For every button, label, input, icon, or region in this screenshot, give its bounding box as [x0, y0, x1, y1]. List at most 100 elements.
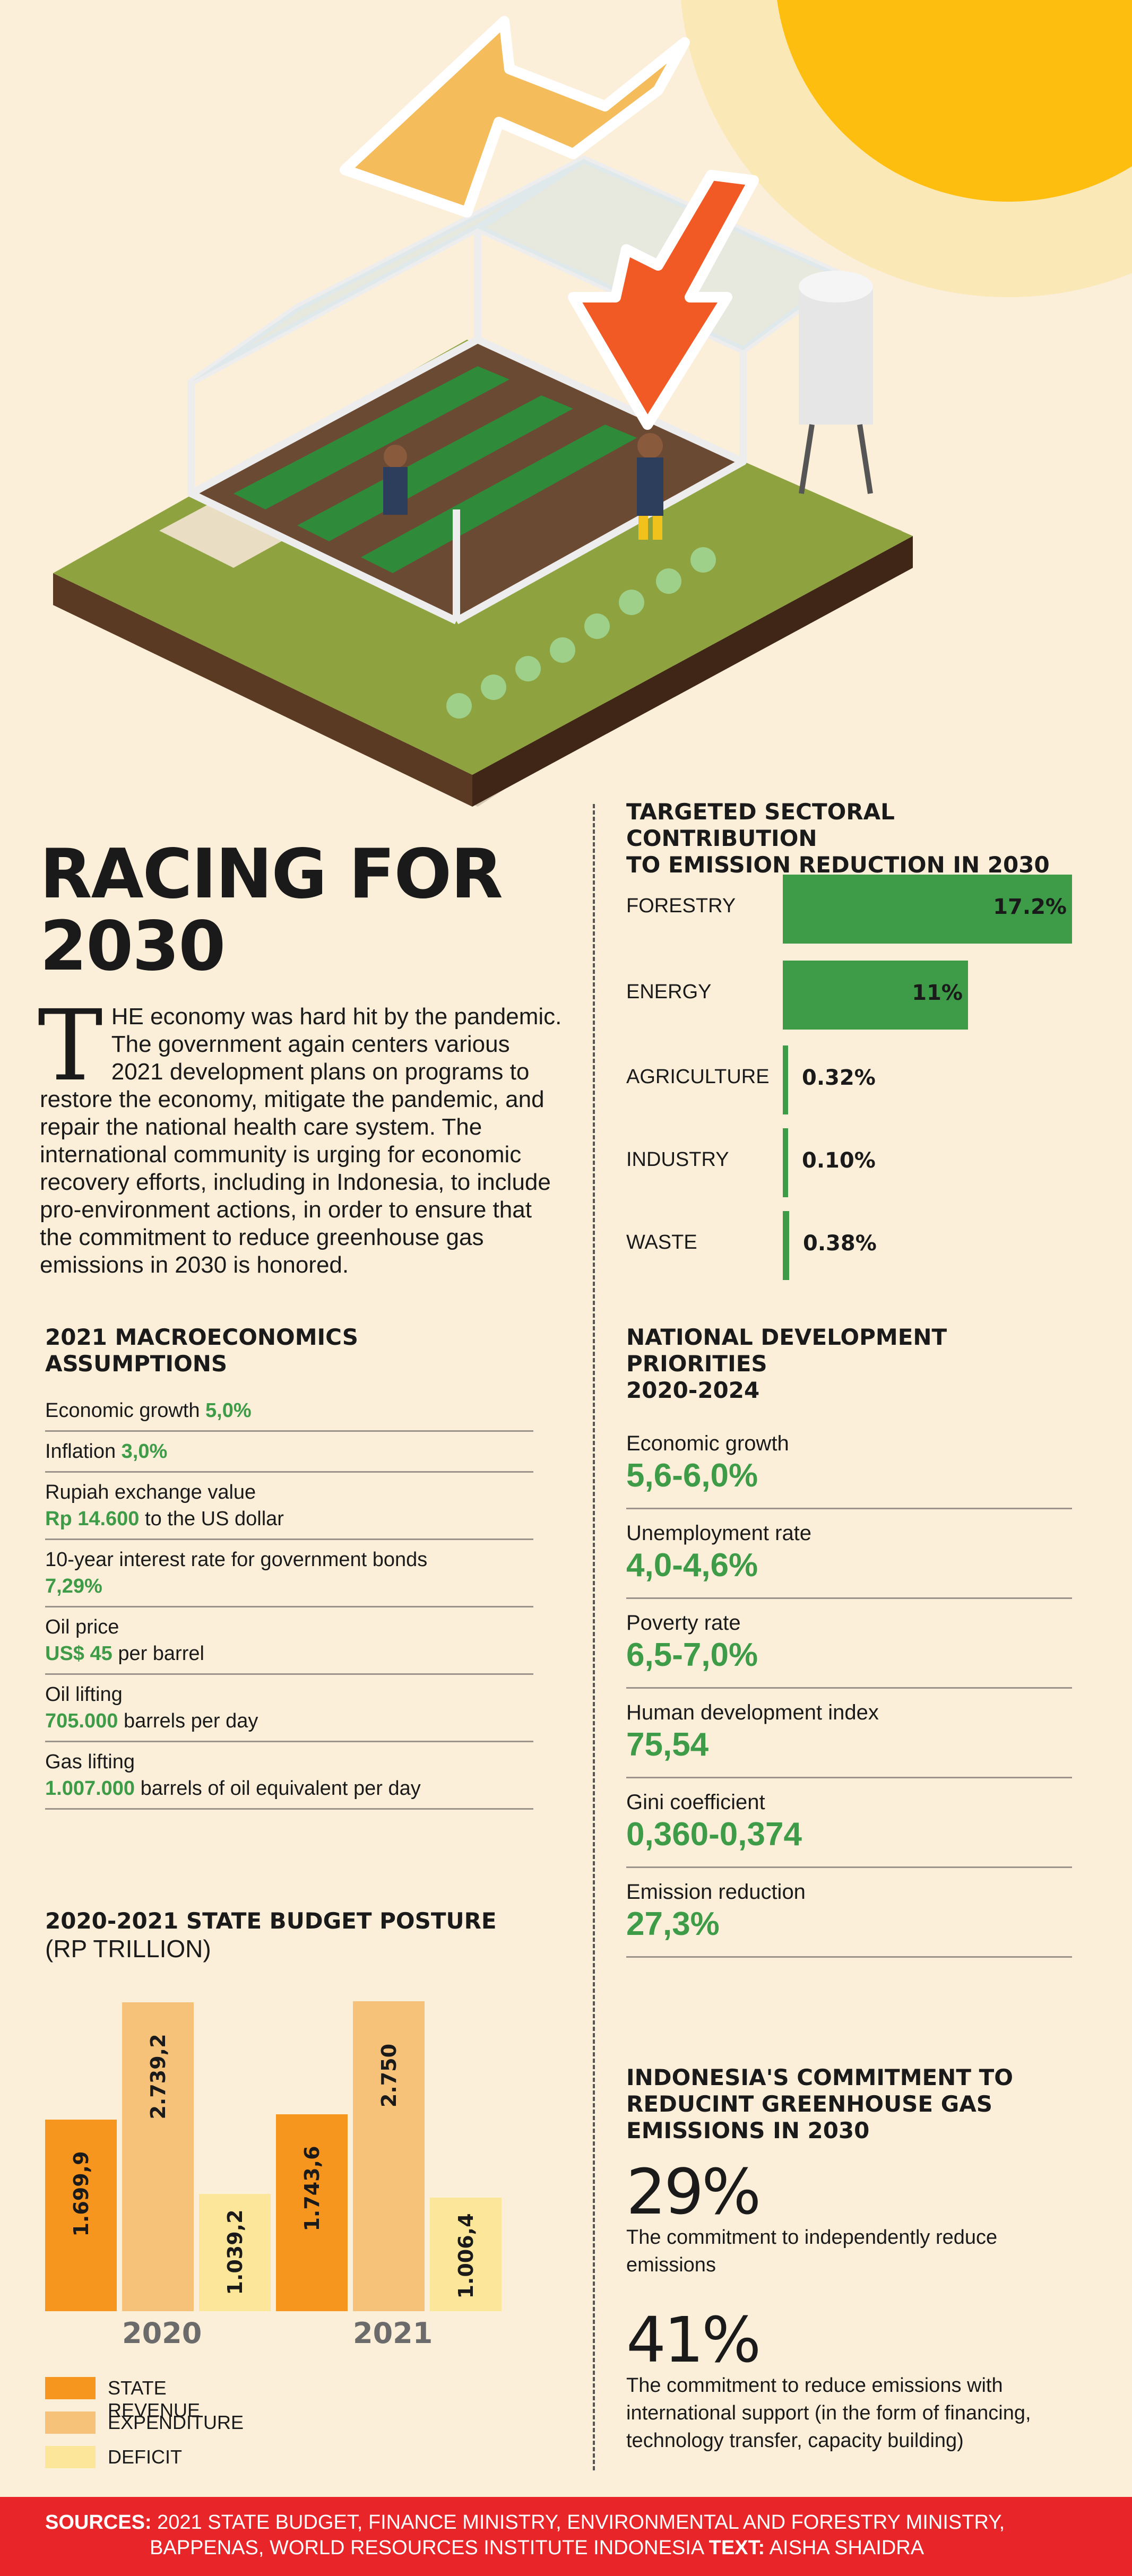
macro-row: Oil lifting 705.000 barrels per day: [45, 1675, 533, 1742]
macro-value: US$ 45: [45, 1643, 113, 1665]
sector-bar: [783, 875, 1072, 944]
priority-label: Human development index: [626, 1701, 879, 1724]
sources-text-2: BAPPENAS, WORLD RESOURCES INSTITUTE INDO…: [150, 2537, 704, 2559]
macro-value: 3,0%: [121, 1440, 168, 1463]
sector-label: WASTE: [626, 1231, 697, 1254]
priority-item: Unemployment rate 4,0-4,6%: [626, 1509, 1072, 1599]
commitment-item: 41% The commitment to reduce emissions w…: [626, 2308, 1072, 2454]
commitment-heading-2: REDUCINT GREENHOUSE GAS: [626, 2091, 992, 2117]
macro-suffix: to the US dollar: [145, 1508, 284, 1530]
plant-rows: [234, 366, 637, 573]
budget-bar-value-label: 1.699,9: [69, 2151, 93, 2237]
budget-legend: STATE REVENUE EXPENDITURE DEFICIT: [45, 2375, 310, 2481]
priority-item: Poverty rate 6,5-7,0%: [626, 1599, 1072, 1689]
macro-value: Rp 14.600: [45, 1508, 140, 1530]
farmer-right: [637, 433, 663, 540]
macro-value: 1.007.000: [45, 1777, 135, 1800]
year-label-2020: 2020: [122, 2316, 202, 2350]
priority-value: 4,0-4,6%: [626, 1547, 758, 1584]
sun-icon: [777, 0, 1132, 202]
legend-swatch-revenue: [45, 2377, 96, 2399]
budget-bar-deficit-2020: 1.039,2: [199, 2194, 271, 2311]
commitment-item: 29% The commitment to independently redu…: [626, 2160, 1072, 2279]
budget-bar-revenue-2020: 1.699,9: [45, 2120, 117, 2311]
sector-bar: [783, 1128, 788, 1197]
legend-label-deficit: DEFICIT: [108, 2446, 182, 2468]
macro-value: 7,29%: [45, 1575, 102, 1597]
budget-bar-revenue-2021: 1.743,6: [276, 2114, 348, 2311]
soil-side-left: [53, 573, 472, 807]
greenhouse-illustration: [53, 0, 1132, 807]
column-divider: [593, 804, 595, 2470]
commitment-heading-1: INDONESIA'S COMMITMENT TO: [626, 2064, 1013, 2090]
sector-row-energy: ENERGY 11%: [626, 961, 1077, 1030]
budget-heading: 2020-2021 STATE BUDGET POSTURE: [45, 1908, 497, 1934]
drop-cap: T: [38, 989, 103, 1103]
priority-value: 75,54: [626, 1726, 709, 1763]
sector-label: ENERGY: [626, 981, 712, 1003]
title-line-1: RACING FOR: [40, 835, 503, 914]
priority-label: Unemployment rate: [626, 1522, 812, 1545]
priority-item: Gini coefficient 0,360-0,374: [626, 1778, 1072, 1868]
budget-bar-expenditure-2020: 2.739,2: [122, 2002, 194, 2311]
budget-bar-expenditure-2021: 2.750: [353, 2001, 425, 2311]
budget-chart: 1.699,9 2.739,2 1.039,2 1.743,6 2.750 1.006,4: [45, 1995, 502, 2314]
macro-label: Gas lifting: [45, 1751, 135, 1773]
macro-row: 10-year interest rate for government bon…: [45, 1540, 533, 1607]
budget-bar-value-label: 1.006,4: [454, 2213, 478, 2299]
text-label: TEXT:: [708, 2537, 765, 2559]
priority-label: Gini coefficient: [626, 1791, 765, 1814]
arrow-down-icon: [568, 170, 759, 430]
macro-list: Economic growth 5,0% Inflation 3,0% Rupi…: [45, 1391, 533, 1810]
sector-row-agriculture: AGRICULTURE 0.32%: [626, 1045, 1077, 1114]
macro-row: Rupiah exchange value Rp 14.600 to the U…: [45, 1473, 533, 1540]
legend-label-expenditure: EXPENDITURE: [108, 2411, 244, 2433]
farmer-left: [383, 445, 408, 515]
priority-item: Economic growth 5,6-6,0%: [626, 1420, 1072, 1509]
greenhouse-floor: [191, 340, 743, 621]
macro-suffix: barrels of oil equivalent per day: [140, 1777, 421, 1800]
macro-row: Economic growth 5,0%: [45, 1391, 533, 1432]
sector-bar: [783, 1045, 788, 1114]
priority-value: 5,6-6,0%: [626, 1457, 758, 1494]
legend-swatch-deficit: [45, 2446, 96, 2468]
macro-suffix: per barrel: [118, 1643, 204, 1665]
priority-label: Poverty rate: [626, 1611, 741, 1635]
commitment-heading-3: EMISSIONS IN 2030: [626, 2117, 870, 2143]
commitment-text: The commitment to reduce emissions with …: [626, 2374, 1031, 2452]
macro-label: Inflation: [45, 1440, 116, 1463]
budget-plot-area: 1.699,9 2.739,2 1.039,2 1.743,6 2.750 1.006,4: [45, 1995, 502, 2311]
priorities-heading-2: 2020-2024: [626, 1377, 760, 1403]
sources-text-1: 2021 STATE BUDGET, FINANCE MINISTRY, ENV…: [157, 2511, 1005, 2534]
priority-value: 0,360-0,374: [626, 1816, 802, 1853]
budget-bar-deficit-2021: 1.006,4: [430, 2198, 502, 2311]
sectoral-section: TARGETED SECTORAL CONTRIBUTION TO EMISSI…: [626, 799, 1093, 878]
priority-value: 27,3%: [626, 1906, 720, 1942]
legend-swatch-expenditure: [45, 2411, 96, 2434]
priority-item: Emission reduction 27,3%: [626, 1868, 1072, 1958]
macro-label: Oil price: [45, 1616, 119, 1638]
macro-suffix: barrels per day: [123, 1710, 258, 1732]
text-author: AISHA SHAIDRA: [769, 2537, 924, 2559]
commitment-section: INDONESIA'S COMMITMENT TO REDUCINT GREEN…: [626, 2064, 1072, 2454]
commitment-percent: 41%: [626, 2303, 761, 2376]
budget-unit: (RP TRILLION): [45, 1935, 211, 1963]
sector-row-forestry: FORESTRY 17.2%: [626, 875, 1077, 944]
glass-roof: [191, 159, 844, 382]
sector-label: AGRICULTURE: [626, 1066, 770, 1088]
legend-label-revenue: STATE REVENUE: [108, 2377, 201, 2421]
intro-text: HE economy was hard hit by the pandemic.…: [40, 1004, 562, 1278]
priority-label: Economic growth: [626, 1432, 789, 1455]
sector-bar: [783, 1211, 789, 1280]
sector-value-label: 17.2%: [993, 895, 1067, 919]
sector-label: FORESTRY: [626, 895, 736, 917]
macro-label: Economic growth: [45, 1399, 200, 1422]
macro-heading: 2021 MACROECONOMICS ASSUMPTIONS: [45, 1324, 359, 1377]
budget-bar-value-label: 2.750: [377, 2043, 401, 2108]
footer-line-2: BAPPENAS, WORLD RESOURCES INSTITUTE INDO…: [150, 2535, 924, 2561]
macro-section: 2021 MACROECONOMICS ASSUMPTIONS Economic…: [45, 1324, 533, 1810]
priority-label: Emission reduction: [626, 1880, 806, 1904]
sector-value-label: 0.32%: [802, 1066, 876, 1090]
intro-paragraph: T HE economy was hard hit by the pandemi…: [38, 989, 563, 1279]
arrow-up-left-icon: [340, 16, 690, 218]
